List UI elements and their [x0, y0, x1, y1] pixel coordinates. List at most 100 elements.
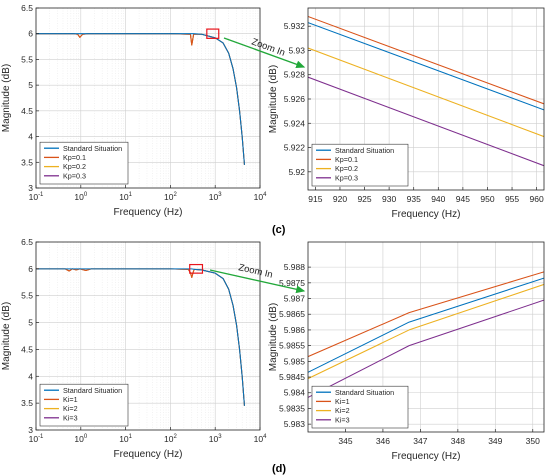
- legend-label: Ki=3: [335, 415, 350, 424]
- y-tick-label: 5.5: [21, 291, 33, 301]
- x-axis-label: Frequency (Hz): [114, 207, 183, 218]
- axes-frame: [307, 241, 545, 433]
- y-ticks: 3 3.5 4 4.5 5 5.5 6 6.5: [21, 3, 39, 193]
- y-tick-label: 5.9865: [279, 309, 305, 319]
- y-tick-label: 3.5: [21, 398, 33, 408]
- x-axis-label: Frequency (Hz): [392, 451, 461, 462]
- x-tick-label: 10-1: [29, 434, 44, 444]
- x-tick-label: 930: [382, 194, 396, 204]
- y-tick-label: 6: [28, 264, 33, 274]
- y-tick-label: 5: [28, 80, 33, 90]
- x-tick-label: 103: [209, 192, 222, 202]
- legend-label: Standard Situation: [335, 388, 394, 397]
- y-axis-label: Magnitude (dB): [1, 64, 12, 132]
- legend-label: Kp=0.3: [335, 173, 358, 182]
- x-tick-label: 950: [480, 194, 494, 204]
- x-axis-label: Frequency (Hz): [114, 449, 183, 460]
- x-tick-label: 103: [209, 434, 222, 444]
- series-group: [36, 268, 245, 406]
- x-tick-label: 350: [526, 436, 540, 446]
- series-line: [308, 277, 544, 373]
- y-tick-label: 3.5: [21, 157, 33, 167]
- legend-label: Ki=3: [63, 413, 78, 422]
- x-tick-label: 955: [505, 194, 519, 204]
- y-tick-label: 3: [28, 183, 33, 193]
- x-tick-label: 348: [451, 436, 465, 446]
- legend-label: Ki=2: [63, 404, 78, 413]
- x-tick-label: 104: [254, 434, 267, 444]
- x-tick-label: 101: [119, 434, 132, 444]
- x-tick-label: 100: [74, 434, 87, 444]
- x-axis-label: Frequency (Hz): [392, 209, 461, 220]
- series-line: [308, 15, 544, 105]
- y-tick-label: 6.5: [21, 237, 33, 247]
- x-tick-label: 915: [308, 194, 322, 204]
- x-tick-label: 347: [413, 436, 427, 446]
- series-group: [308, 271, 544, 398]
- chart-c-zoom: 915 920 925 930 935 940 945 950 955 9605.925.9225…: [268, 7, 545, 220]
- x-tick-label: 940: [431, 194, 445, 204]
- axes-frame: [35, 7, 261, 189]
- legend-label: Ki=1: [335, 397, 350, 406]
- series-group: [36, 33, 245, 165]
- legend-box: [311, 385, 409, 429]
- x-ticks: 345 346 347 348 349 350: [338, 429, 540, 446]
- y-tick-label: 4.5: [21, 344, 33, 354]
- y-tick-label: 5.985: [284, 356, 306, 366]
- y-axis-label: Magnitude (dB): [1, 302, 12, 370]
- x-tick-label: 346: [376, 436, 390, 446]
- panel-label-d: (d): [272, 463, 286, 475]
- zoom-box: [206, 28, 220, 39]
- y-tick-label: 5.5: [21, 54, 33, 64]
- x-tick-label: 945: [456, 194, 470, 204]
- y-tick-label: 5.986: [284, 325, 306, 335]
- series-group: [308, 15, 544, 167]
- zoom-arrow-d: [209, 269, 306, 294]
- y-tick-label: 5.984: [284, 388, 306, 398]
- x-tick-label: 920: [333, 194, 347, 204]
- grid: [308, 242, 544, 432]
- x-tick-label: 935: [407, 194, 421, 204]
- x-tick-label: 101: [119, 192, 132, 202]
- y-tick-label: 5.924: [284, 118, 306, 128]
- chart-c-overview: 10-1 100 101 102 103 104 3 3.5 4 4.5 5 5.5 6 6.5 Frequ…: [1, 3, 267, 218]
- x-tick-label: 10-1: [29, 192, 44, 202]
- y-tick-label: 6.5: [21, 3, 33, 13]
- x-tick-label: 960: [530, 194, 544, 204]
- zoom-arrow-c: [223, 37, 306, 69]
- y-tick-label: 5.9845: [279, 372, 305, 382]
- y-ticks: 3 3.5 4 4.5 5 5.5 6 6.5: [21, 237, 39, 435]
- legend-label: Standard Situation: [335, 146, 394, 155]
- x-tick-label: 349: [488, 436, 502, 446]
- x-tick-label: 345: [338, 436, 352, 446]
- series-line: [308, 299, 544, 398]
- y-tick-label: 5.928: [284, 70, 306, 80]
- series-line: [36, 268, 245, 406]
- x-tick-label: 102: [164, 434, 177, 444]
- legend-label: Standard Situation: [63, 144, 122, 153]
- x-ticks: 915 920 925 930 935 940 945 950 955 960: [308, 187, 544, 204]
- grid: [308, 8, 544, 190]
- legend-label: Kp=0.3: [63, 171, 86, 180]
- y-tick-label: 4.5: [21, 106, 33, 116]
- y-ticks: 5.92 5.922 5.924 5.926 5.928 5.93 5.932: [284, 21, 311, 177]
- series-line: [308, 47, 544, 138]
- y-tick-label: 4: [28, 132, 33, 142]
- series-line: [36, 33, 245, 165]
- series-line: [308, 283, 544, 380]
- y-tick-label: 5.983: [284, 419, 306, 429]
- y-tick-label: 5.922: [284, 143, 306, 153]
- x-tick-label: 102: [164, 192, 177, 202]
- y-tick-label: 5.93: [288, 45, 305, 55]
- legend-label: Kp=0.2: [63, 162, 86, 171]
- y-tick-label: 3: [28, 425, 33, 435]
- x-ticks: 10-1 100 101 102 103 104: [29, 185, 267, 202]
- series-line: [308, 22, 544, 111]
- x-tick-label: 100: [74, 192, 87, 202]
- legend-label: Kp=0.2: [335, 164, 358, 173]
